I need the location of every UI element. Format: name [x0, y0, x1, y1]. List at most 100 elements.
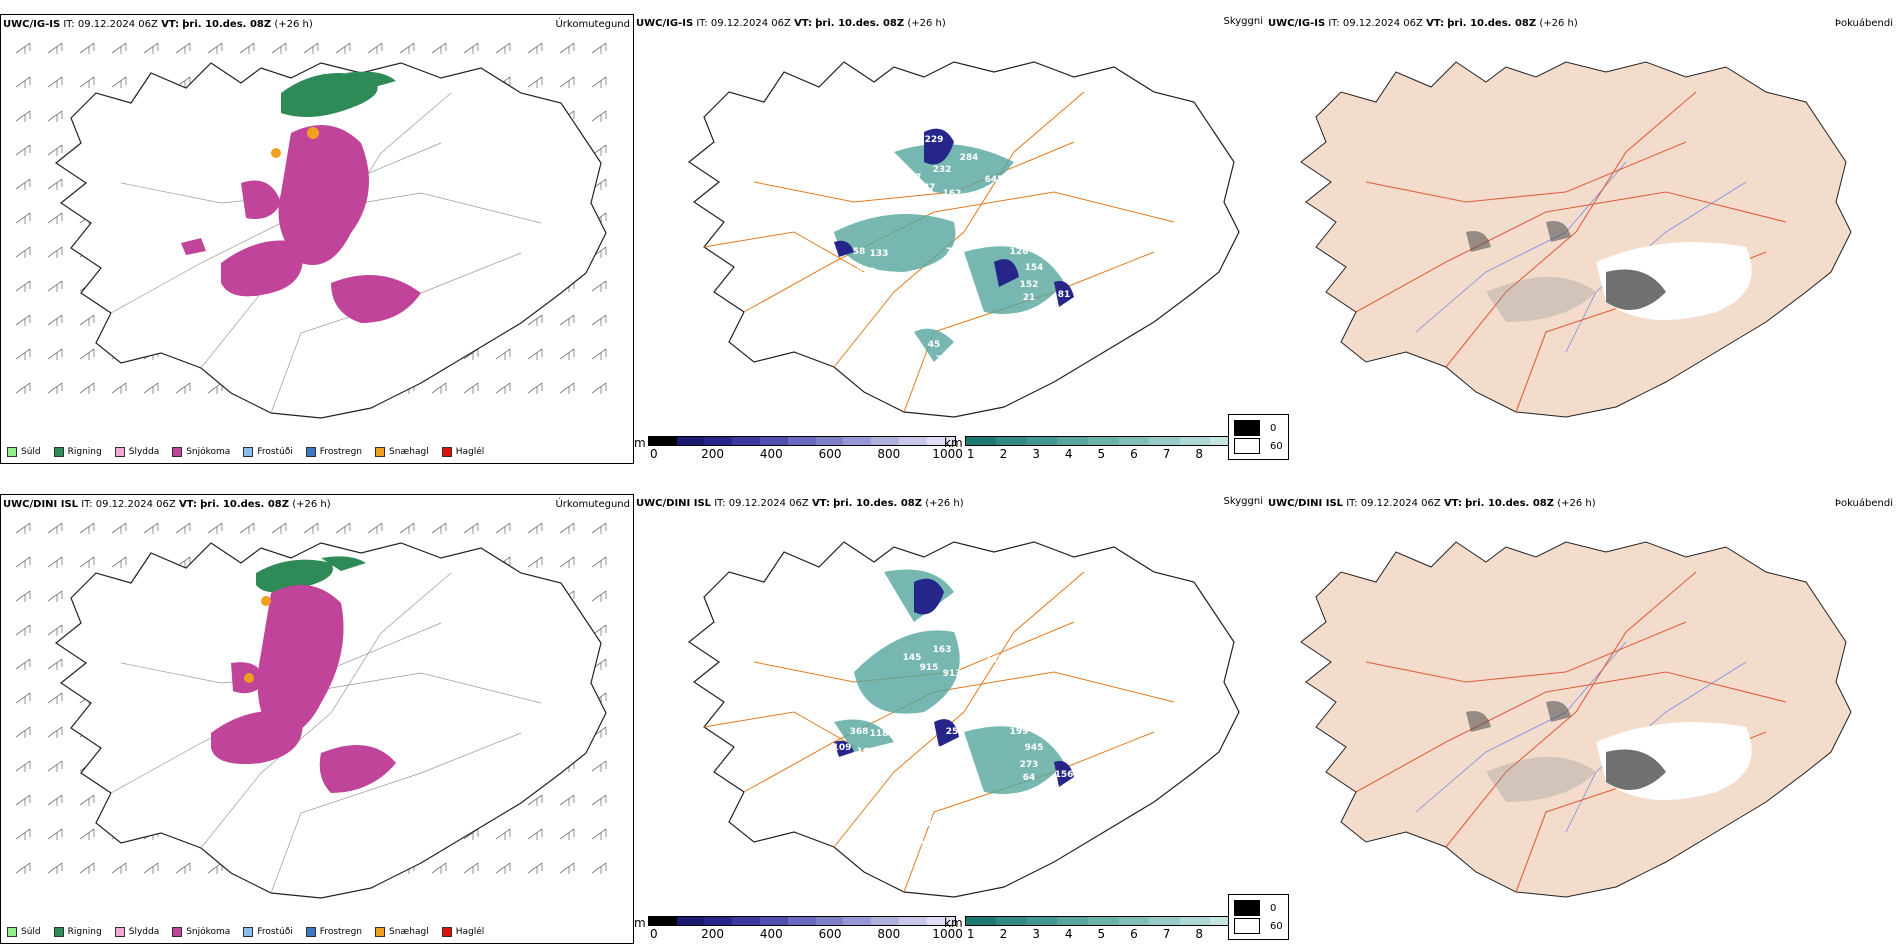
visibility-cell	[996, 437, 1027, 445]
wind-barb	[591, 348, 607, 360]
visibility-tick-label: 3	[1032, 447, 1040, 461]
cloud-base-value: 228	[857, 267, 876, 277]
legend-item: Slydda	[114, 927, 159, 937]
fog-map	[1300, 541, 1852, 898]
wind-barb	[79, 522, 95, 534]
legend-swatch	[375, 447, 386, 457]
wind-barb	[303, 42, 319, 54]
wind-barb	[47, 144, 63, 156]
legend-label: Snjókoma	[186, 447, 231, 457]
visibility-cell	[1179, 437, 1211, 445]
cloud-base-value: 368	[850, 727, 869, 737]
visibility-cell	[1210, 437, 1241, 445]
wind-barb	[175, 382, 191, 394]
visibility-tick-label: 6	[1130, 447, 1138, 461]
wind-barb	[591, 42, 607, 54]
legend-swatch	[305, 927, 316, 937]
wind-barb	[559, 42, 575, 54]
cloud-panel-row2: UWC/DINI ISL IT: 09.12.2024 06Z VT: þri.…	[634, 494, 1273, 944]
panel-type-label: Úrkomutegund	[555, 499, 630, 510]
wind-barb	[143, 42, 159, 54]
visibility-tick-label: 4	[1064, 927, 1073, 941]
cloud-base-tick-label: 200	[701, 927, 725, 941]
wind-barb	[431, 382, 447, 394]
cloud-base-value: 913	[943, 669, 962, 679]
wind-barb	[79, 794, 95, 806]
visibility-colorbar: km 12345678910	[944, 436, 1273, 461]
wind-barb	[175, 42, 191, 54]
visibility-tick-label: 1	[966, 447, 975, 461]
fog-panel-row1: UWC/IG-IS IT: 09.12.2024 06Z VT: þri. 10…	[1228, 14, 1896, 464]
cloud-base-value: 118	[870, 729, 889, 739]
cloud-base-value: 284	[960, 153, 979, 163]
wind-barb	[15, 862, 31, 874]
cloud-base-value: 93	[836, 263, 849, 273]
wind-barb	[111, 522, 127, 534]
visibility-cell	[1057, 437, 1089, 445]
cloud-base-value: 94	[938, 265, 951, 275]
wind-barb	[15, 212, 31, 224]
wind-barb	[495, 522, 511, 534]
cloud-base-cell	[843, 917, 872, 925]
cloud-base-value: 156	[1055, 770, 1074, 780]
precip-map	[15, 42, 607, 419]
wind-barb	[591, 828, 607, 840]
precip-type-legend: Súld Rigning Slydda Snjókoma Frostúði Frostre…	[7, 927, 484, 937]
cloud-base-value: 915	[920, 663, 939, 673]
legend-item: Frostúði	[243, 447, 293, 457]
visibility-tick-label: 1	[966, 927, 975, 941]
panel-type-label: Skyggni	[1223, 16, 1263, 27]
fog-legend-row: 0	[1234, 900, 1283, 916]
cloud-base-value: 64	[1023, 773, 1036, 783]
cloud-base-value: 199	[1010, 727, 1029, 737]
panel-type-label: Úrkomutegund	[555, 19, 630, 30]
wind-barb	[559, 348, 575, 360]
legend-item: Frostregn	[305, 447, 362, 457]
cloud-base-value: 162	[943, 189, 962, 199]
visibility-tick-label: 2	[999, 927, 1008, 941]
wind-barb	[47, 382, 63, 394]
rain-areas	[281, 71, 396, 117]
wind-barb	[239, 42, 255, 54]
wind-barb	[559, 794, 575, 806]
visibility-cell	[965, 917, 997, 925]
cloud-base-areas	[834, 578, 1074, 787]
iceland-coastline	[54, 542, 607, 899]
wind-barb	[15, 348, 31, 360]
wind-barb	[111, 42, 127, 54]
wind-barb	[527, 348, 543, 360]
cloud-base-value: 273	[1020, 760, 1039, 770]
wind-barb	[47, 862, 63, 874]
legend-label: Rigning	[67, 927, 102, 937]
wind-barb	[591, 590, 607, 602]
wind-barb	[47, 726, 63, 738]
cloud-base-value: 152	[1020, 280, 1039, 290]
cloud-base-value: 247	[985, 655, 1004, 665]
wind-barb	[527, 556, 543, 568]
legend-label: Haglél	[455, 927, 485, 937]
cloud-base-cell	[704, 917, 733, 925]
fog-legend-label: 0	[1270, 902, 1277, 914]
legend-swatch	[375, 927, 386, 937]
legend-item: Snæhagl	[375, 927, 429, 937]
wind-barb	[15, 658, 31, 670]
visibility-cell	[1088, 917, 1119, 925]
wind-barb	[335, 522, 351, 534]
panel-title: UWC/IG-IS IT: 09.12.2024 06Z VT: þri. 10…	[636, 18, 946, 29]
legend-item: Súld	[7, 927, 41, 937]
cloud-base-areas	[834, 128, 1074, 307]
cloud-base-cell	[676, 437, 705, 445]
wind-barb	[495, 348, 511, 360]
fog-panel-row2: UWC/DINI ISL IT: 09.12.2024 06Z VT: þri.…	[1228, 494, 1896, 944]
wind-barb	[559, 828, 575, 840]
wind-barb	[47, 692, 63, 704]
fog-legend-swatch	[1234, 420, 1260, 436]
wind-barb	[15, 382, 31, 394]
wind-barb	[143, 382, 159, 394]
cloud-base-tick-label: 800	[877, 927, 901, 941]
wind-barb	[47, 178, 63, 190]
wind-barb	[15, 76, 31, 88]
cloud-base-value: 713	[925, 615, 944, 625]
wind-barb	[79, 348, 95, 360]
